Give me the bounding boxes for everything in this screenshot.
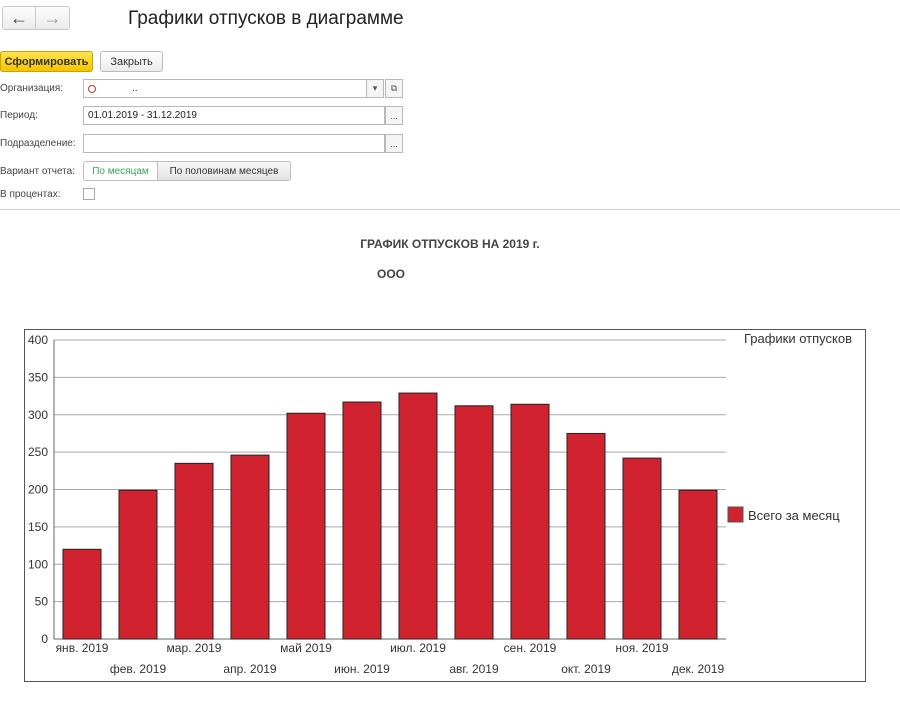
x-tick-label: авг. 2019 <box>449 662 499 676</box>
x-tick-label: ноя. 2019 <box>615 641 668 655</box>
open-window-icon: ⧉ <box>390 83 398 93</box>
bar <box>622 457 662 640</box>
report-organization: ООО <box>377 267 406 281</box>
y-tick-label: 300 <box>28 408 48 422</box>
x-tick-label: янв. 2019 <box>56 641 109 655</box>
x-tick-label: дек. 2019 <box>672 662 725 676</box>
chart-frame <box>24 329 866 682</box>
bar <box>342 401 382 640</box>
organization-value: .. <box>132 83 138 94</box>
org-marker-icon <box>88 84 96 93</box>
bar <box>454 405 494 640</box>
x-tick-label: апр. 2019 <box>223 662 277 676</box>
bar <box>566 432 606 640</box>
arrow-right-icon: → <box>43 7 62 28</box>
forward-button[interactable]: → <box>36 6 70 30</box>
report-title: ГРАФИК ОТПУСКОВ НА 2019 г. <box>360 237 540 251</box>
ellipsis-icon: ... <box>390 110 398 121</box>
organization-field[interactable]: .. <box>83 79 367 98</box>
ellipsis-icon: ... <box>390 138 398 149</box>
department-select-button[interactable]: ... <box>385 134 403 153</box>
x-tick-label: июл. 2019 <box>390 641 446 655</box>
period-value: 01.01.2019 - 31.12.2019 <box>88 110 197 121</box>
bar <box>62 548 102 640</box>
organization-dropdown-button[interactable]: ▾ <box>366 79 384 98</box>
y-tick-label: 50 <box>35 595 49 609</box>
x-tick-label: мар. 2019 <box>167 641 222 655</box>
y-tick-label: 200 <box>28 483 48 497</box>
period-field[interactable]: 01.01.2019 - 31.12.2019 <box>83 106 385 125</box>
x-tick-label: июн. 2019 <box>334 662 390 676</box>
page-title: Графики отпусков в диаграмме <box>128 8 404 29</box>
chevron-down-icon: ▾ <box>372 83 378 93</box>
department-label: Подразделение: <box>0 138 76 149</box>
y-tick-label: 350 <box>28 370 48 384</box>
variant-label: Вариант отчета: <box>0 166 75 177</box>
y-tick-label: 150 <box>28 520 48 534</box>
y-tick-label: 400 <box>28 333 48 347</box>
arrow-left-icon: ← <box>10 7 28 28</box>
divider <box>0 209 900 210</box>
bar <box>118 489 158 640</box>
legend-title: Графики отпусков <box>744 331 852 346</box>
y-tick-label: 100 <box>28 557 48 571</box>
period-label: Период: <box>0 110 38 121</box>
generate-button[interactable]: Сформировать <box>0 51 93 72</box>
organization-label: Организация: <box>0 83 64 94</box>
bar <box>174 462 214 640</box>
period-select-button[interactable]: ... <box>385 106 403 125</box>
percent-label: В процентах: <box>0 189 61 200</box>
bar <box>678 489 718 640</box>
bar <box>230 454 270 640</box>
x-tick-label: май 2019 <box>280 641 332 655</box>
percent-checkbox[interactable] <box>83 188 95 200</box>
x-tick-label: окт. 2019 <box>561 662 611 676</box>
x-tick-label: сен. 2019 <box>504 641 557 655</box>
back-button[interactable]: ← <box>2 6 36 30</box>
bar <box>510 403 550 640</box>
y-tick-label: 250 <box>28 445 48 459</box>
organization-open-button[interactable]: ⧉ <box>385 79 403 98</box>
legend-entry: Всего за месяц <box>748 508 840 523</box>
variant-by-half-month-toggle[interactable]: По половинам месяцев <box>157 161 291 181</box>
department-field[interactable] <box>83 134 385 153</box>
legend-swatch <box>727 506 744 523</box>
close-button[interactable]: Закрыть <box>100 51 163 72</box>
x-tick-label: фев. 2019 <box>110 662 167 676</box>
bar <box>398 392 438 640</box>
y-tick-label: 0 <box>41 632 48 646</box>
bar <box>286 412 326 640</box>
